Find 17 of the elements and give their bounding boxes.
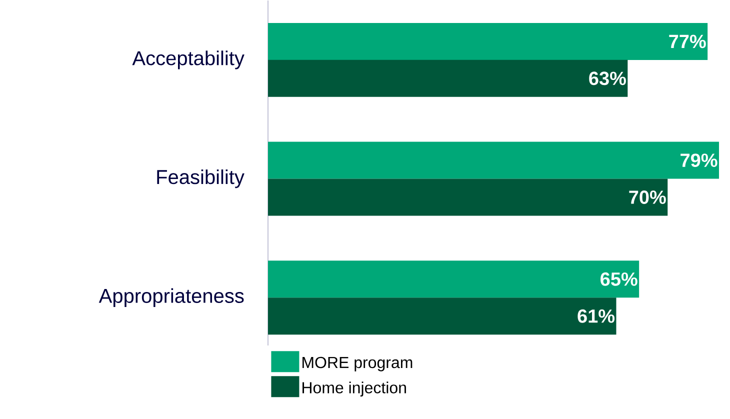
data-label: 63% [589, 72, 626, 86]
y-tick-label: Feasibility [157, 170, 244, 188]
data-label: 70% [629, 190, 666, 204]
legend-label: MORE program [302, 357, 412, 372]
legend-label: Home injection [302, 382, 406, 397]
data-label: 77% [669, 35, 706, 48]
data-label: 79% [680, 154, 718, 168]
data-label: 61% [578, 310, 615, 324]
bar [268, 298, 616, 335]
y-tick-label: Acceptability [132, 50, 244, 70]
bar [268, 178, 668, 216]
bar [268, 60, 628, 98]
bar [268, 142, 719, 180]
bar [268, 23, 708, 60]
bar [268, 260, 640, 298]
y-tick-label: Appropriateness [98, 288, 244, 308]
data-label: 65% [600, 272, 638, 286]
